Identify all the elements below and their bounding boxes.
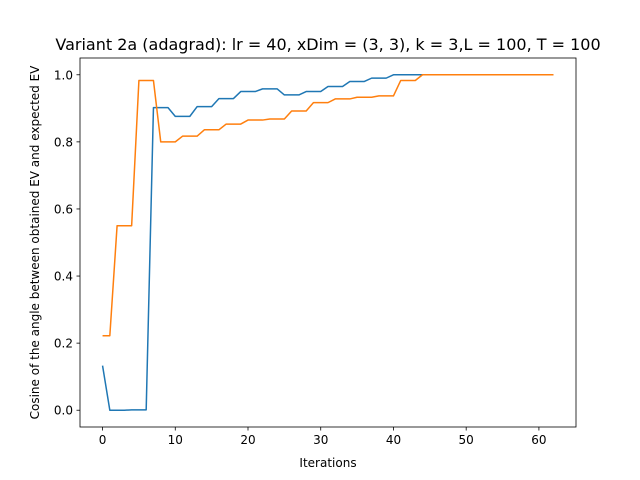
x-axis-ticks: 0 10 20 30 40 50 60 (99, 427, 547, 447)
x-tick-label: 40 (386, 433, 401, 447)
y-axis-label: Cosine of the angle between obtained EV … (28, 65, 42, 420)
x-tick-label: 50 (459, 433, 474, 447)
x-tick-label: 10 (168, 433, 183, 447)
series-line-2 (102, 74, 554, 337)
x-tick-label: 30 (313, 433, 328, 447)
plot-frame (79, 57, 577, 428)
y-axis-ticks: 0.0 0.2 0.4 0.6 0.8 1.0 (54, 68, 80, 418)
x-axis-label: Iterations (299, 456, 356, 470)
x-tick-label: 0 (99, 433, 107, 447)
x-tick-label: 60 (531, 433, 546, 447)
y-tick-label: 0.8 (54, 135, 73, 149)
y-tick-label: 0.4 (54, 270, 73, 284)
plot-lines (101, 74, 554, 411)
y-tick-label: 0.0 (54, 404, 73, 418)
x-tick-label: 20 (240, 433, 255, 447)
y-tick-label: 0.6 (54, 202, 73, 216)
y-tick-label: 0.2 (54, 337, 73, 351)
chart-title: Variant 2a (adagrad): lr = 40, xDim = (3… (55, 35, 600, 54)
y-tick-label: 1.0 (54, 68, 73, 82)
